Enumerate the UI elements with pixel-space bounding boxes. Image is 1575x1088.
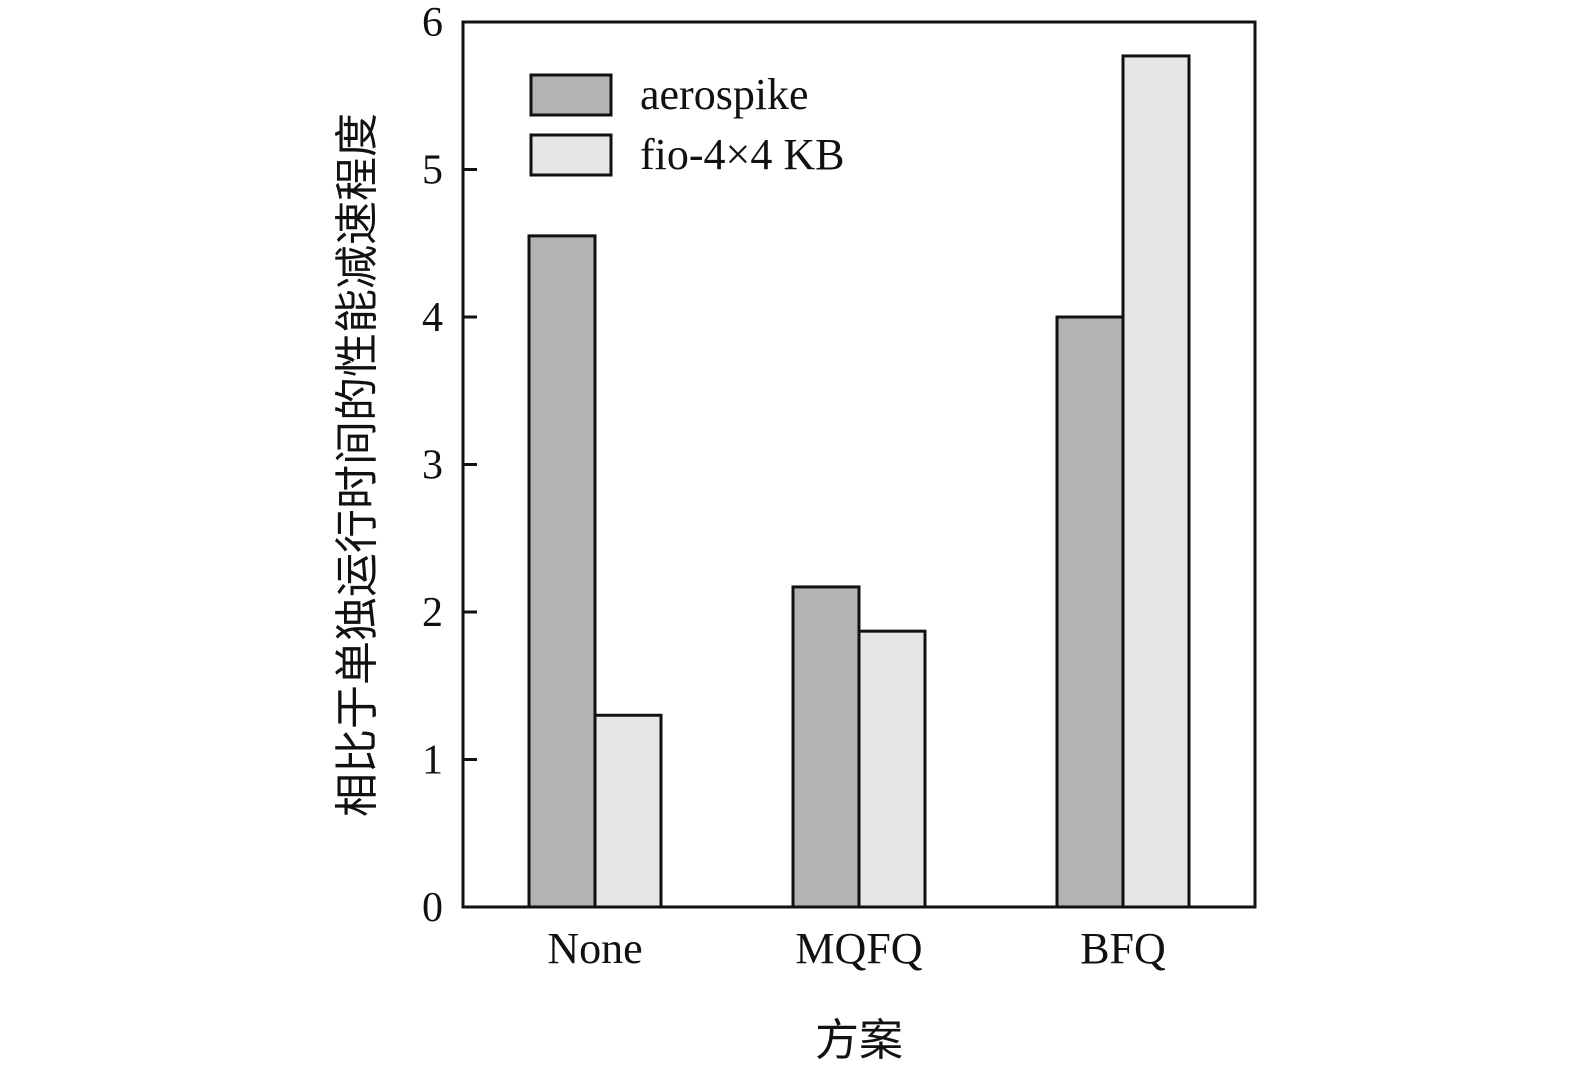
y-tick-label: 6 bbox=[422, 0, 443, 46]
x-tick-label: None bbox=[547, 924, 642, 973]
legend: aerospike fio-4×4 KB bbox=[529, 70, 844, 179]
x-tick-label: MQFQ bbox=[795, 924, 922, 973]
bars-layer bbox=[527, 54, 1191, 909]
bar-fio-none bbox=[593, 713, 663, 909]
legend-swatch-fio bbox=[529, 133, 613, 177]
bar-aerospike-none bbox=[527, 234, 597, 909]
bar-aerospike-mqfq bbox=[791, 585, 861, 909]
y-tick-label: 0 bbox=[422, 885, 443, 931]
y-tick-label: 2 bbox=[422, 590, 443, 636]
x-axis-title: 方案 bbox=[815, 1016, 903, 1065]
legend-label-aerospike: aerospike bbox=[640, 70, 809, 119]
y-tick-label: 3 bbox=[422, 443, 443, 489]
bar-aerospike-bfq bbox=[1055, 315, 1125, 909]
y-tick-label: 5 bbox=[422, 148, 443, 194]
legend-swatch-aerospike bbox=[529, 73, 613, 117]
bar-fio-mqfq bbox=[857, 629, 927, 909]
x-axis: None MQFQ BFQ bbox=[547, 924, 1166, 973]
bar-fio-bfq bbox=[1121, 54, 1191, 909]
x-tick-label: BFQ bbox=[1080, 924, 1166, 973]
y-axis-title: 相比于单独运行时间的性能减速程度 bbox=[333, 113, 382, 817]
y-tick-label: 1 bbox=[422, 738, 443, 784]
y-axis: 0 1 2 3 4 5 6 bbox=[422, 0, 477, 931]
legend-label-fio: fio-4×4 KB bbox=[640, 130, 844, 179]
y-tick-label: 4 bbox=[422, 295, 443, 341]
